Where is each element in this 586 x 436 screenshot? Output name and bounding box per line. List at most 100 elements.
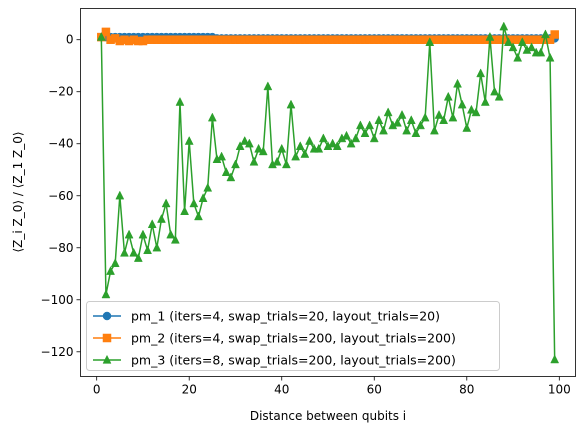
x-tick-label: 60 <box>367 383 382 397</box>
data-point <box>425 37 435 46</box>
data-point <box>462 122 472 132</box>
data-point <box>170 234 180 244</box>
data-point <box>416 120 425 130</box>
data-point <box>258 146 268 156</box>
data-point <box>457 99 467 109</box>
data-point <box>295 141 305 150</box>
data-point <box>314 143 324 153</box>
data-point <box>138 229 148 239</box>
data-point <box>152 242 162 252</box>
data-point <box>420 112 430 122</box>
data-point <box>448 112 458 122</box>
data-point <box>453 78 462 88</box>
data-point <box>360 128 370 137</box>
y-tick-label: −20 <box>48 85 73 99</box>
data-point <box>536 47 546 57</box>
data-point <box>124 229 134 239</box>
data-point <box>379 125 388 135</box>
data-point <box>226 172 236 182</box>
data-point <box>355 120 365 130</box>
y-tick-label: −80 <box>48 241 73 255</box>
data-point <box>332 141 342 150</box>
legend-entry: pm_1 (iters=4, swap_trials=20, layout_tr… <box>93 309 440 324</box>
data-point <box>235 141 245 150</box>
legend-label: pm_1 (iters=4, swap_trials=20, layout_tr… <box>131 309 440 324</box>
data-point <box>443 91 453 101</box>
data-point <box>254 143 264 153</box>
data-point <box>161 198 171 208</box>
data-point <box>369 133 379 143</box>
data-point <box>101 289 111 299</box>
x-tick-label: 40 <box>274 383 289 397</box>
data-point <box>351 133 361 143</box>
data-point <box>513 52 523 62</box>
y-axis-label: ⟨Z_i Z_0⟩ / ⟨Z_1 Z_0⟩ <box>11 131 25 252</box>
data-point <box>318 133 328 143</box>
data-point <box>129 247 139 257</box>
data-point <box>263 81 273 91</box>
data-point <box>221 167 231 176</box>
data-point <box>517 37 527 46</box>
data-point <box>110 258 120 268</box>
legend-swatch-marker <box>102 333 112 343</box>
data-point <box>439 115 449 124</box>
data-point <box>240 135 250 145</box>
data-point <box>175 96 185 106</box>
legend: pm_1 (iters=4, swap_trials=20, layout_tr… <box>86 301 500 371</box>
data-point <box>133 253 143 262</box>
data-point <box>467 104 476 114</box>
data-point <box>383 107 393 117</box>
data-point <box>494 91 504 101</box>
data-point <box>231 159 240 169</box>
series-3 <box>96 21 560 364</box>
axes-frame <box>80 8 576 377</box>
data-point <box>504 37 513 46</box>
x-axis: 0 20 40 60 80 100 <box>93 376 571 397</box>
data-point <box>550 30 559 39</box>
data-point <box>434 109 444 119</box>
data-point <box>166 229 176 239</box>
data-point <box>291 151 301 161</box>
y-axis: 0 −20 −40 −60 −80 −100 −120 <box>41 33 81 359</box>
data-point <box>217 151 227 161</box>
data-point <box>374 115 384 124</box>
data-point <box>342 130 351 140</box>
data-point <box>101 27 111 37</box>
data-point <box>480 96 490 106</box>
data-point <box>499 21 509 31</box>
x-tick-label: 100 <box>548 383 571 397</box>
legend-swatch-marker <box>102 354 112 364</box>
series-2 <box>97 27 559 46</box>
legend-entry: pm_3 (iters=8, swap_trials=200, layout_t… <box>93 353 456 368</box>
data-point <box>184 135 194 145</box>
data-point <box>96 31 106 41</box>
y-tick-label: −100 <box>41 293 74 307</box>
data-point <box>286 99 296 109</box>
y-tick-label: 0 <box>66 33 74 47</box>
x-tick-label: 80 <box>459 383 474 397</box>
data-point <box>115 190 125 200</box>
data-point <box>147 219 157 229</box>
data-point <box>397 109 407 119</box>
data-point <box>402 125 412 135</box>
data-point <box>157 213 166 223</box>
data-point <box>300 148 310 158</box>
data-point <box>476 68 486 78</box>
x-tick-label: 0 <box>93 383 101 397</box>
data-point <box>328 138 338 148</box>
data-point <box>249 156 259 166</box>
data-point <box>471 107 481 117</box>
y-tick-label: −40 <box>48 137 73 151</box>
y-tick-label: −120 <box>41 345 74 359</box>
legend-label: pm_3 (iters=8, swap_trials=200, layout_t… <box>131 353 456 368</box>
data-point <box>198 193 208 203</box>
data-point <box>203 182 213 192</box>
data-point <box>411 128 421 137</box>
data-point <box>490 86 499 96</box>
data-point <box>305 135 314 145</box>
legend-entry: pm_2 (iters=4, swap_trials=200, layout_t… <box>93 331 456 346</box>
data-point <box>508 42 518 52</box>
legend-box <box>86 301 500 371</box>
data-point <box>277 143 287 153</box>
